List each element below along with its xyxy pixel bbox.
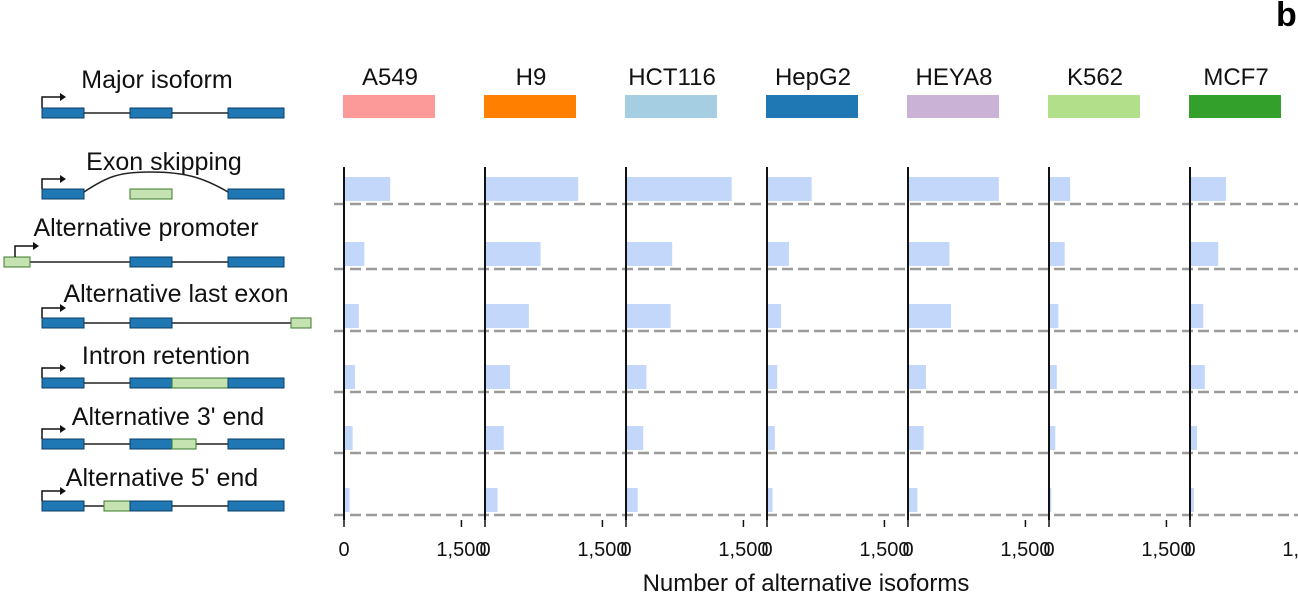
bar-hepg2-exon-skipping (767, 177, 812, 201)
cell-line-label-hct116: HCT116 (628, 64, 716, 91)
bar-a549-intron-retention (344, 365, 355, 389)
tick-label-k562-1: 1,500 (1141, 539, 1191, 561)
row-separators (334, 202, 1298, 517)
bar-heya8-exon-skipping (908, 177, 999, 201)
event-label-alternative-3-end: Alternative 3' end (72, 403, 264, 431)
bar-h9-intron-retention (485, 365, 511, 389)
event-label-intron-retention: Intron retention (82, 342, 250, 370)
event-label-alternative-last-exon: Alternative last exon (63, 280, 288, 308)
bar-heya8-alternative-3-end (908, 426, 924, 450)
x-axis-label: Number of alternative isoforms (643, 570, 970, 597)
bar-hepg2-alternative-5-end (767, 488, 773, 512)
bar-heya8-alternative-last-exon (908, 304, 952, 328)
bar-a549-exon-skipping (344, 177, 391, 201)
tick-label-a549-1: 1,500 (436, 539, 486, 561)
bar-hct116-intron-retention (626, 365, 647, 389)
bar-mcf7-alternative-promoter (1190, 242, 1219, 266)
tick-label-hct116-1: 1,500 (718, 539, 768, 561)
tick-label-h9-0: 0 (479, 539, 490, 561)
bar-h9-alternative-promoter (485, 242, 541, 266)
alternative-5-end-diagram (41, 487, 285, 512)
bar-heya8-alternative-5-end (908, 488, 918, 512)
bar-a549-alternative-last-exon (344, 304, 359, 328)
bar-mcf7-intron-retention (1190, 365, 1205, 389)
bar-k562-alternative-5-end (1049, 488, 1052, 512)
cell-line-swatch-h9 (484, 95, 576, 118)
cell-line-label-hepg2: HepG2 (775, 64, 851, 91)
bar-hepg2-alternative-3-end (767, 426, 775, 450)
bar-mcf7-alternative-3-end (1190, 426, 1198, 450)
cell-line-swatch-hct116 (625, 95, 717, 118)
cell-line-label-h9: H9 (516, 64, 547, 91)
event-label-alternative-5-end: Alternative 5' end (66, 464, 258, 492)
cell-line-label-a549: A549 (362, 64, 418, 91)
panel-k562: K562 0 1,500 (1043, 64, 1191, 561)
panel-hct116: HCT116 0 1,500 (620, 64, 768, 561)
tick-label-mcf7-1: 1,500 (1282, 539, 1298, 561)
bar-mcf7-exon-skipping (1190, 177, 1227, 201)
bar-h9-alternative-3-end (485, 426, 504, 450)
exon-skipping-diagram (41, 171, 285, 200)
bar-k562-exon-skipping (1049, 177, 1071, 201)
bar-k562-alternative-last-exon (1049, 304, 1059, 328)
event-label-alternative-promoter: Alternative promoter (33, 214, 258, 242)
tick-label-hepg2-0: 0 (761, 539, 772, 561)
bar-hct116-alternative-3-end (626, 426, 644, 450)
bar-heya8-intron-retention (908, 365, 927, 389)
panel-a549: A549 0 1,500 (338, 64, 486, 561)
tick-label-mcf7-0: 0 (1184, 539, 1195, 561)
isoform-schematics: Major isoform Exon skipping Alternative … (3, 66, 312, 512)
cell-line-swatch-a549 (343, 95, 435, 118)
bar-hct116-exon-skipping (626, 177, 732, 201)
bar-a549-alternative-3-end (344, 426, 353, 450)
bar-hct116-alternative-last-exon (626, 304, 671, 328)
bar-k562-alternative-3-end (1049, 426, 1056, 450)
cell-line-label-heya8: HEYA8 (916, 64, 993, 91)
bar-h9-alternative-last-exon (485, 304, 529, 328)
tick-label-hct116-0: 0 (620, 539, 631, 561)
bar-hepg2-alternative-promoter (767, 242, 789, 266)
bar-hct116-alternative-5-end (626, 488, 638, 512)
bar-mcf7-alternative-last-exon (1190, 304, 1204, 328)
alternative-promoter-diagram (3, 242, 285, 268)
tick-label-heya8-0: 0 (902, 539, 913, 561)
alternative-3-end-diagram (41, 425, 285, 450)
tick-label-k562-0: 0 (1043, 539, 1054, 561)
panel-heya8: HEYA8 0 1,500 (902, 64, 1050, 561)
bar-heya8-alternative-promoter (908, 242, 950, 266)
bar-a549-alternative-5-end (344, 488, 350, 512)
panel-letter: b (1276, 0, 1297, 34)
intron-retention-diagram (41, 364, 285, 389)
bar-hepg2-alternative-last-exon (767, 304, 782, 328)
tick-label-hepg2-1: 1,500 (859, 539, 909, 561)
panel-hepg2: HepG2 0 1,500 (761, 64, 909, 561)
alternative-last-exon-diagram (41, 304, 312, 329)
panel-mcf7: MCF7 0 1,500 (1184, 64, 1298, 561)
cell-line-swatch-mcf7 (1189, 95, 1281, 118)
major-isoform-diagram (41, 93, 285, 119)
cell-line-swatch-hepg2 (766, 95, 858, 118)
bar-mcf7-alternative-5-end (1190, 488, 1194, 512)
panel-h9: H9 0 1,500 (479, 64, 627, 561)
bar-h9-alternative-5-end (485, 488, 498, 512)
tick-label-a549-0: 0 (338, 539, 349, 561)
bar-a549-alternative-promoter (344, 242, 365, 266)
tick-label-h9-1: 1,500 (577, 539, 627, 561)
tick-label-heya8-1: 1,500 (1000, 539, 1050, 561)
cell-line-label-k562: K562 (1067, 64, 1123, 91)
bar-k562-intron-retention (1049, 365, 1057, 389)
bar-hepg2-intron-retention (767, 365, 778, 389)
cell-line-swatch-heya8 (907, 95, 999, 118)
event-label-exon-skipping: Exon skipping (86, 148, 242, 176)
cell-line-swatch-k562 (1048, 95, 1140, 118)
major-isoform-label: Major isoform (81, 66, 232, 94)
bar-h9-exon-skipping (485, 177, 579, 201)
bar-hct116-alternative-promoter (626, 242, 673, 266)
bar-k562-alternative-promoter (1049, 242, 1065, 266)
cell-line-label-mcf7: MCF7 (1203, 64, 1268, 91)
